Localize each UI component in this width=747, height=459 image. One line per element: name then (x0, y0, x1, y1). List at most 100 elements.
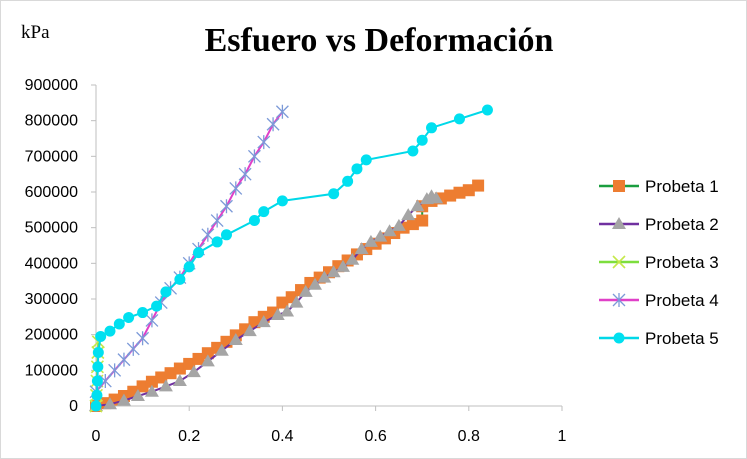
y-tick-label: 200000 (25, 327, 78, 344)
data-point (173, 362, 186, 375)
data-point (462, 184, 475, 197)
data-point (192, 352, 205, 365)
data-point (266, 117, 280, 132)
data-point (108, 363, 122, 378)
data-point (183, 357, 196, 370)
data-point (164, 367, 177, 380)
legend-marker (613, 332, 625, 344)
data-point (201, 347, 214, 360)
data-point (407, 145, 419, 157)
data-point (126, 341, 140, 356)
axes: 0 100000 200000 300000 400000 500000 600000 700… (25, 77, 567, 445)
data-point (183, 261, 195, 273)
data-point (137, 307, 149, 319)
legend-label: Probeta 5 (645, 329, 719, 348)
data-point (151, 300, 163, 312)
y-tick-label: 600000 (25, 184, 78, 201)
data-point (238, 167, 252, 182)
x-tick-label: 0.2 (178, 428, 200, 445)
y-tick-label: 0 (69, 398, 78, 415)
data-point (256, 315, 271, 328)
data-point (444, 189, 457, 202)
legend-marker (613, 180, 625, 192)
legend-item: Probeta 3 (599, 253, 719, 272)
series-5 (90, 104, 493, 412)
data-point (342, 175, 354, 187)
data-point (116, 393, 131, 406)
data-point (90, 400, 102, 412)
legend-marker (612, 255, 626, 269)
legend: Probeta 1 Probeta 2 Probeta 3 Probeta 4 Prob… (599, 177, 719, 348)
data-point (289, 295, 304, 308)
x-tick-label: 0.8 (458, 428, 480, 445)
data-point (174, 273, 186, 285)
x-tick-label: 0 (92, 428, 101, 445)
data-point (95, 330, 107, 342)
legend-item: Probeta 5 (599, 329, 719, 348)
chart-title: Esfuero vs Deformación (205, 22, 554, 59)
data-point (416, 214, 429, 227)
data-point (276, 296, 289, 309)
data-point (317, 270, 332, 283)
y-tick-label: 700000 (25, 148, 78, 165)
data-point (91, 375, 103, 387)
data-point (145, 313, 159, 328)
data-point (280, 304, 295, 317)
data-point (335, 259, 350, 272)
data-point (229, 181, 243, 196)
data-point (92, 347, 104, 358)
data-point (92, 361, 104, 373)
data-point (363, 234, 378, 247)
data-point (298, 284, 313, 297)
data-point (242, 324, 257, 337)
data-point (426, 122, 438, 134)
data-point (172, 374, 187, 387)
data-point (201, 227, 215, 242)
y-axis-unit-label: kPa (21, 22, 50, 43)
data-point (308, 277, 323, 290)
legend-marker (612, 217, 626, 229)
data-point (275, 104, 289, 119)
data-point (391, 218, 406, 231)
data-point (228, 333, 243, 346)
data-point (144, 384, 159, 397)
data-point (410, 199, 425, 212)
data-point (472, 179, 485, 192)
data-point (382, 224, 397, 237)
data-point (104, 325, 116, 337)
legend-marker (612, 293, 626, 307)
y-tick-label: 500000 (25, 220, 78, 237)
data-point (326, 265, 341, 278)
data-point (345, 252, 360, 265)
series-4 (89, 104, 289, 399)
data-point (257, 135, 271, 150)
x-tick-label: 0.6 (364, 428, 386, 445)
data-point (406, 218, 419, 231)
data-point (481, 104, 493, 116)
y-tick-label: 900000 (25, 77, 78, 94)
data-point (91, 389, 103, 401)
data-point (214, 343, 229, 356)
data-point (130, 389, 145, 402)
data-point (276, 195, 288, 207)
x-tick-label: 1 (558, 428, 567, 445)
data-point (210, 213, 224, 228)
data-point (270, 308, 285, 321)
data-point (211, 236, 223, 248)
data-point (136, 331, 150, 346)
data-point (158, 379, 173, 392)
legend-item: Probeta 4 (599, 291, 719, 310)
series-line (95, 195, 437, 407)
y-tick-label: 800000 (25, 113, 78, 130)
data-point (453, 113, 465, 125)
series-line (95, 109, 488, 407)
data-point (98, 374, 112, 389)
data-point (117, 352, 131, 367)
data-point (145, 375, 158, 388)
data-point (123, 312, 135, 324)
legend-label: Probeta 3 (645, 253, 719, 272)
legend-label: Probeta 4 (645, 291, 719, 310)
data-point (453, 186, 466, 199)
data-point (429, 191, 444, 204)
